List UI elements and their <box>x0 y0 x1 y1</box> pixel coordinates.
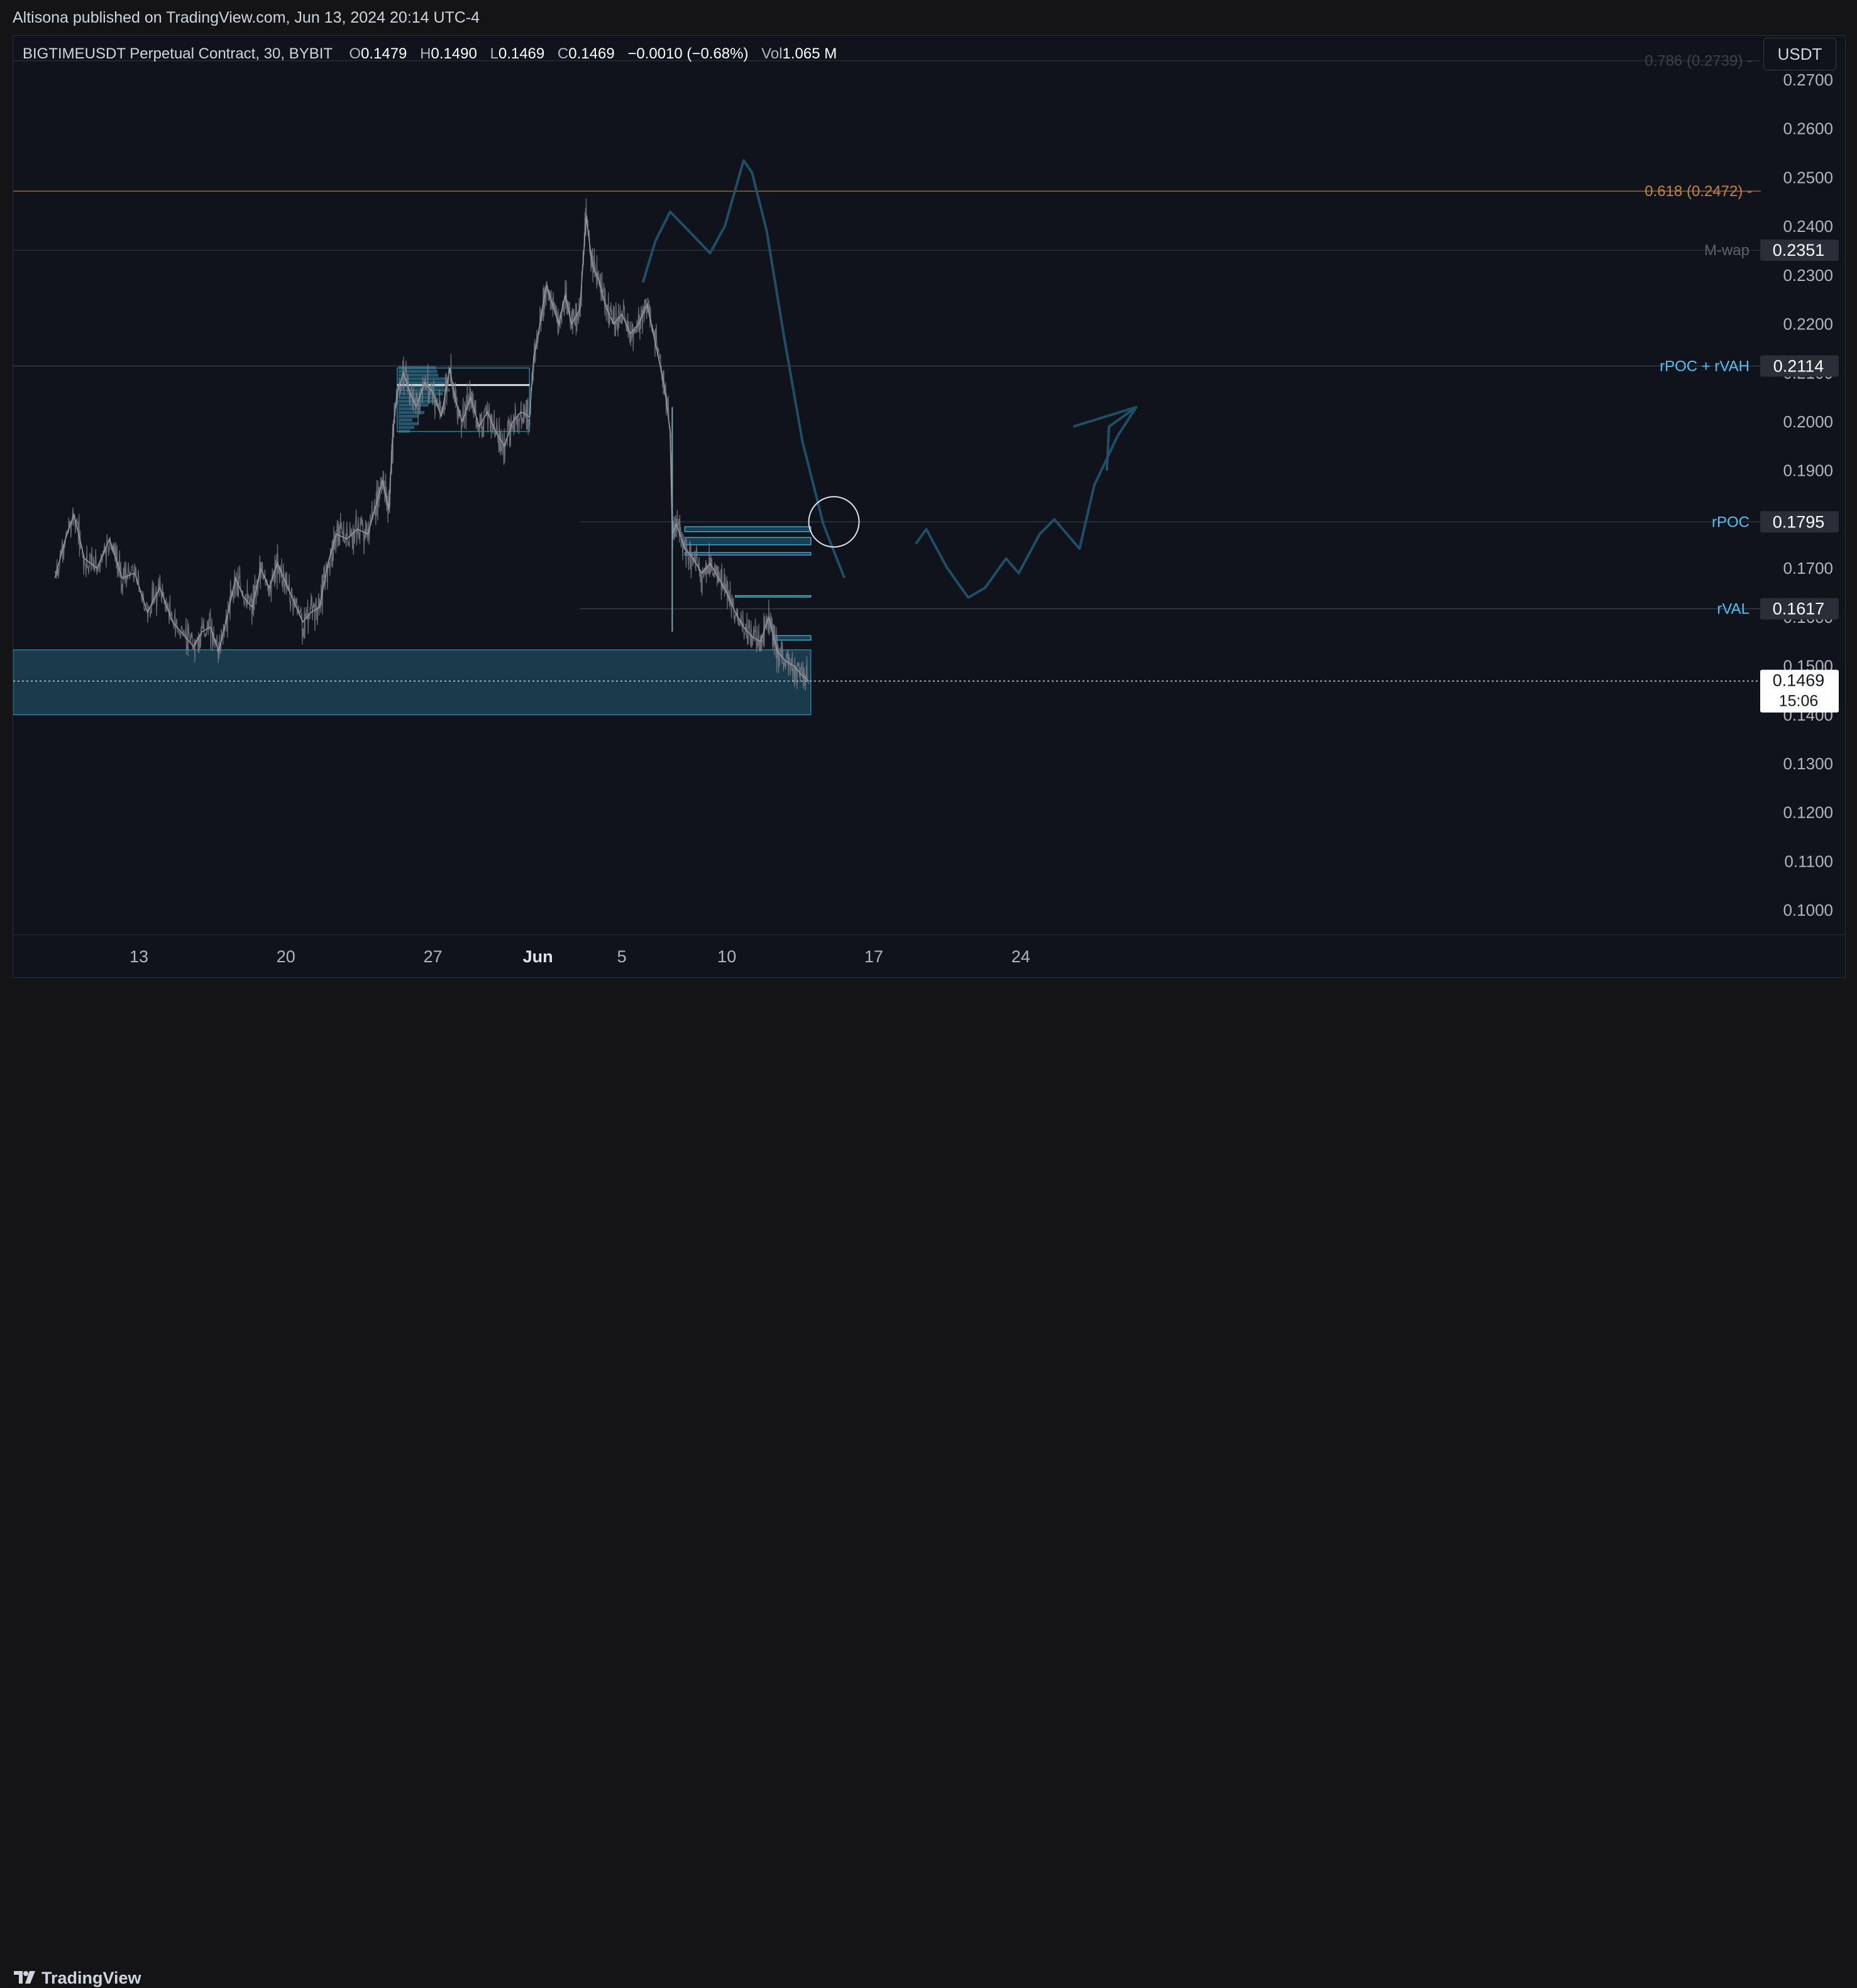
y-tick-label: 0.1200 <box>1783 803 1833 822</box>
legend-low: L0.1469 <box>490 45 545 62</box>
order-block-0 <box>684 526 812 532</box>
level-label-0: 0.786 (0.2739) - <box>1645 53 1752 70</box>
symbol-name[interactable]: BIGTIMEUSDT Perpetual Contract, 30, BYBI… <box>23 45 333 62</box>
axis-badge <box>1760 239 1839 261</box>
price-chart[interactable]: 0.786 (0.2739) - 0.618 (0.2472) - M-wap rPO… <box>13 36 1845 977</box>
currency-button[interactable]: USDT <box>1763 38 1836 70</box>
price-candles <box>54 198 809 691</box>
y-tick-label: 0.1000 <box>1783 901 1833 920</box>
axis-badge <box>1760 511 1839 533</box>
volume-profile-bar <box>398 407 421 410</box>
countdown-timer: 15:06 <box>1779 693 1819 710</box>
arrow-head-drawing <box>1072 405 1138 471</box>
y-tick-label: 0.2700 <box>1783 70 1833 89</box>
footer-bar: TradingView <box>0 978 1857 1987</box>
axis-badge-value: 0.1795 <box>1773 512 1825 531</box>
y-tick-label: 0.2600 <box>1783 119 1833 138</box>
level-label-4: rPOC <box>1712 513 1750 530</box>
volume-profile-bar <box>398 414 418 418</box>
volume-profile-bar <box>398 366 436 370</box>
axis-badge <box>1760 598 1839 620</box>
price-line <box>54 216 810 682</box>
y-tick-label: 0.2000 <box>1783 412 1833 431</box>
y-tick-label: 0.2500 <box>1783 168 1833 187</box>
chart-background <box>13 36 1845 977</box>
current-price-badge <box>1760 669 1839 713</box>
chart-frame[interactable]: 0.786 (0.2739) - 0.618 (0.2472) - M-wap rPO… <box>13 35 1846 978</box>
legend-high: H0.1490 <box>420 45 477 62</box>
y-tick-label: 0.1700 <box>1783 559 1833 578</box>
current-price-value: 0.1469 <box>1773 671 1825 690</box>
y-tick-label: 0.2300 <box>1783 266 1833 285</box>
volume-profile-bar <box>398 370 438 373</box>
axis-badge-value: 0.2114 <box>1773 356 1824 375</box>
y-tick-label: 0.1100 <box>1784 852 1833 870</box>
x-tick-label: 5 <box>617 947 627 966</box>
top-bar: Altisona published on TradingView.com, J… <box>0 0 1857 35</box>
volume-profile-bar <box>398 422 419 426</box>
volume-profile-bar <box>398 426 415 429</box>
level-label-3: rPOC + rVAH <box>1660 358 1750 375</box>
bearish-path-drawing <box>641 159 846 579</box>
tradingview-logo-icon <box>14 1971 35 1984</box>
y-tick-label: 0.1900 <box>1783 461 1833 480</box>
y-tick-label: 0.1300 <box>1783 754 1833 773</box>
order-block-3 <box>734 595 812 598</box>
x-tick-label: 24 <box>1011 947 1030 966</box>
volume-profile-bar <box>398 377 450 381</box>
axis-badge-value: 0.1617 <box>1773 600 1825 618</box>
legend-change: −0.0010 (−0.68%) <box>627 45 749 62</box>
order-block-1 <box>684 537 812 546</box>
y-tick-label: 0.2200 <box>1783 315 1833 334</box>
legend-open: O0.1479 <box>349 45 407 62</box>
axis-badge-value: 0.2351 <box>1773 241 1825 260</box>
symbol-legend: BIGTIMEUSDT Perpetual Contract, 30, BYBI… <box>23 45 837 63</box>
level-label-1: 0.618 (0.2472) - <box>1645 183 1752 200</box>
x-tick-label: 17 <box>864 947 883 966</box>
x-tick-label: Jun <box>523 947 553 966</box>
volume-profile-bar <box>398 385 444 388</box>
volume-profile-bar <box>398 410 425 414</box>
tradingview-brand: TradingView <box>41 1969 141 1987</box>
bullish-path-drawing <box>915 406 1138 599</box>
order-block-4 <box>772 635 812 641</box>
y-tick-label: 0.2400 <box>1783 217 1833 236</box>
legend-volume: Vol1.065 M <box>761 45 837 62</box>
volume-profile-bar <box>398 388 450 392</box>
x-tick-label: 27 <box>424 947 443 966</box>
axis-badge <box>1760 355 1839 377</box>
volume-profile-bar <box>398 373 439 377</box>
level-label-2: M-wap <box>1704 242 1750 259</box>
volume-profile-bar <box>398 429 411 433</box>
x-tick-label: 10 <box>717 947 736 966</box>
volume-profile-bar <box>398 418 413 422</box>
level-label-5: rVAL <box>1717 601 1750 618</box>
x-tick-label: 20 <box>277 947 295 966</box>
demand-zone <box>13 649 812 716</box>
legend-close: C0.1469 <box>557 45 615 62</box>
target-circle <box>808 496 860 548</box>
x-tick-label: 13 <box>129 947 148 966</box>
published-caption: Altisona published on TradingView.com, J… <box>13 9 480 26</box>
order-block-2 <box>684 552 812 556</box>
